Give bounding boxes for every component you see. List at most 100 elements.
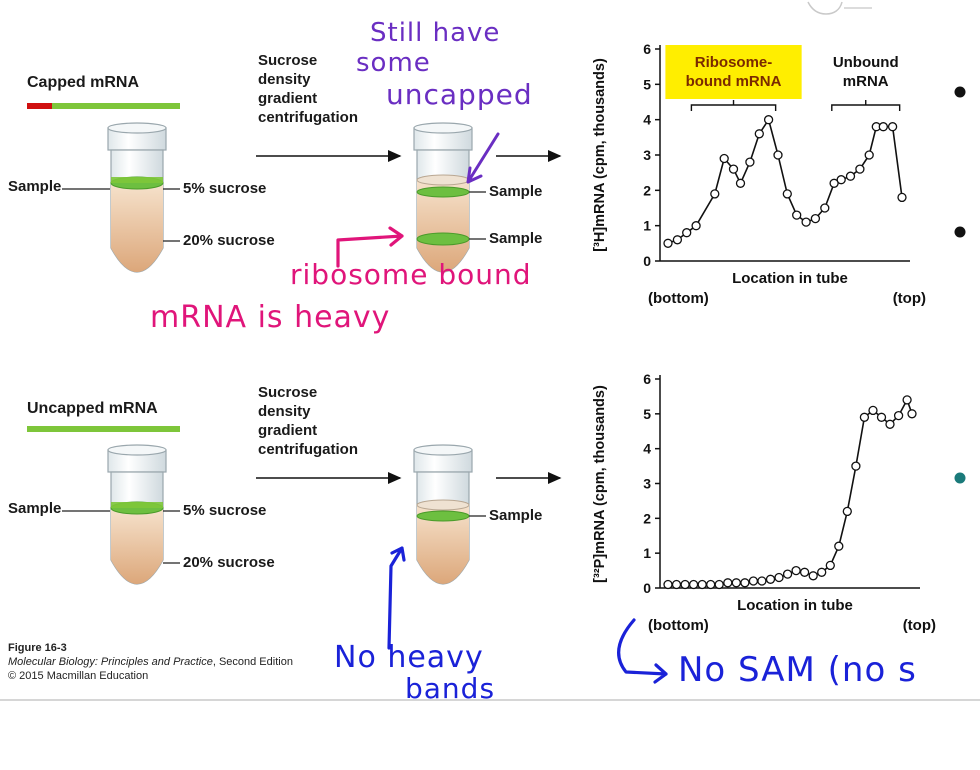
- data-point: [851, 461, 861, 471]
- process-line-1-b: Sucrose: [258, 384, 318, 401]
- data-point: [728, 164, 739, 174]
- data-point: [876, 412, 887, 422]
- tube-uncapped-before: [107, 444, 167, 585]
- data-point: [897, 192, 907, 203]
- data-point: [782, 569, 793, 579]
- series-line: [668, 399, 913, 586]
- data-point: [810, 213, 821, 224]
- bracket-label-line-2: mRNA: [843, 73, 889, 90]
- data-point: [757, 576, 767, 586]
- process-line-3-b: gradient: [258, 422, 318, 439]
- data-point: [820, 203, 830, 213]
- data-point: [859, 412, 870, 422]
- process-line-4-b: centrifugation: [258, 441, 358, 458]
- y-tick-label: 4: [643, 112, 651, 128]
- bullet-dot: [954, 472, 966, 484]
- data-point: [682, 228, 692, 238]
- bullet-dot: [954, 86, 966, 98]
- data-point: [792, 210, 802, 220]
- data-point: [808, 571, 818, 581]
- y-tick-label: 2: [643, 182, 651, 198]
- data-point: [663, 238, 673, 248]
- blue-curve-arrow: [617, 618, 668, 684]
- series-line: [667, 118, 903, 245]
- x-right-label: (top): [903, 617, 936, 634]
- annotation-no-sam: No SAM (no s: [678, 650, 917, 690]
- magenta-arrow: [336, 226, 404, 268]
- data-point: [680, 579, 690, 590]
- bracket-label-line-1: Ribosome-: [695, 54, 773, 71]
- data-point: [825, 560, 835, 571]
- process-line-1: Sucrose: [258, 52, 318, 69]
- rna-strand-capped: [52, 103, 180, 109]
- annotation-no-heavy-1: No heavy: [334, 640, 484, 675]
- bracket-highlight: [665, 45, 802, 99]
- uncapped-mrna-title: Uncapped mRNA: [27, 400, 158, 417]
- chart-tritium: 0 1 2 3 4 5 6 [³H]mRNA (cpm, thousands) Location…: [592, 41, 926, 307]
- data-point: [834, 541, 844, 551]
- data-point: [719, 153, 729, 164]
- tube-uncapped-after: [413, 444, 473, 585]
- data-point: [845, 171, 856, 181]
- data-point: [855, 164, 865, 174]
- annotation-still-have-3: uncapped: [386, 78, 533, 111]
- y-tick-label: 4: [643, 441, 651, 457]
- data-point: [868, 405, 878, 416]
- data-point: [671, 579, 682, 590]
- layer-5pct-bottom: 5% sucrose: [183, 502, 267, 519]
- bracket: [690, 104, 777, 111]
- data-point: [782, 189, 792, 199]
- y-tick-label: 6: [643, 41, 651, 57]
- bullet-dot: [954, 226, 966, 238]
- data-point: [710, 189, 720, 199]
- capped-mrna-title: Capped mRNA: [27, 74, 140, 91]
- book-edition: , Second Edition: [212, 656, 293, 668]
- bracket-label-line-1: Unbound: [833, 54, 899, 71]
- data-point: [907, 409, 917, 419]
- figure-copyright: © 2015 Macmillan Education: [8, 670, 149, 682]
- process-line-4: centrifugation: [258, 109, 358, 126]
- annotation-ribosome-1: ribosome bound: [290, 258, 532, 291]
- layer-5pct-top: 5% sucrose: [183, 180, 267, 197]
- tube-capped-after: [413, 122, 473, 273]
- layer-20pct-bottom: 20% sucrose: [183, 554, 275, 571]
- sample-label-top-left: Sample: [8, 178, 62, 195]
- data-point: [799, 567, 810, 577]
- data-point: [723, 578, 733, 588]
- process-line-3: gradient: [258, 90, 318, 107]
- y-tick-label: 1: [643, 545, 651, 561]
- x-axis-label: Location in tube: [737, 597, 853, 614]
- blue-arrow: [387, 546, 406, 650]
- y-tick-label: 5: [643, 406, 651, 422]
- data-point: [691, 221, 701, 231]
- tube-capped-before: [107, 122, 167, 273]
- data-point: [829, 178, 839, 188]
- data-point: [774, 572, 784, 583]
- book-title: Molecular Biology: Principles and Practi…: [8, 656, 213, 668]
- data-point: [731, 578, 741, 588]
- x-right-label: (top): [893, 290, 926, 307]
- data-point: [765, 574, 776, 584]
- data-point: [885, 419, 895, 429]
- annotation-still-have-2: some: [356, 48, 431, 78]
- y-tick-label: 0: [643, 253, 651, 269]
- data-point: [791, 565, 801, 576]
- data-point: [817, 567, 827, 577]
- data-point: [801, 217, 811, 227]
- data-point: [748, 576, 759, 586]
- data-point: [893, 410, 904, 421]
- figure-number: Figure 16-3: [8, 642, 67, 654]
- data-point: [714, 579, 724, 590]
- data-point: [754, 129, 764, 139]
- x-left-label: (bottom): [648, 290, 709, 307]
- process-line-2: density: [258, 71, 311, 88]
- y-axis-label: [³²P]mRNA (cpm, thousands): [592, 385, 608, 583]
- data-point: [697, 579, 707, 590]
- purple-arrow: [466, 132, 500, 184]
- y-tick-label: 3: [643, 147, 651, 163]
- sample-label-top-upper: Sample: [489, 183, 543, 200]
- y-tick-label: 2: [643, 510, 651, 526]
- layer-20pct-top: 20% sucrose: [183, 232, 275, 249]
- sample-label-bottom-left: Sample: [8, 500, 62, 517]
